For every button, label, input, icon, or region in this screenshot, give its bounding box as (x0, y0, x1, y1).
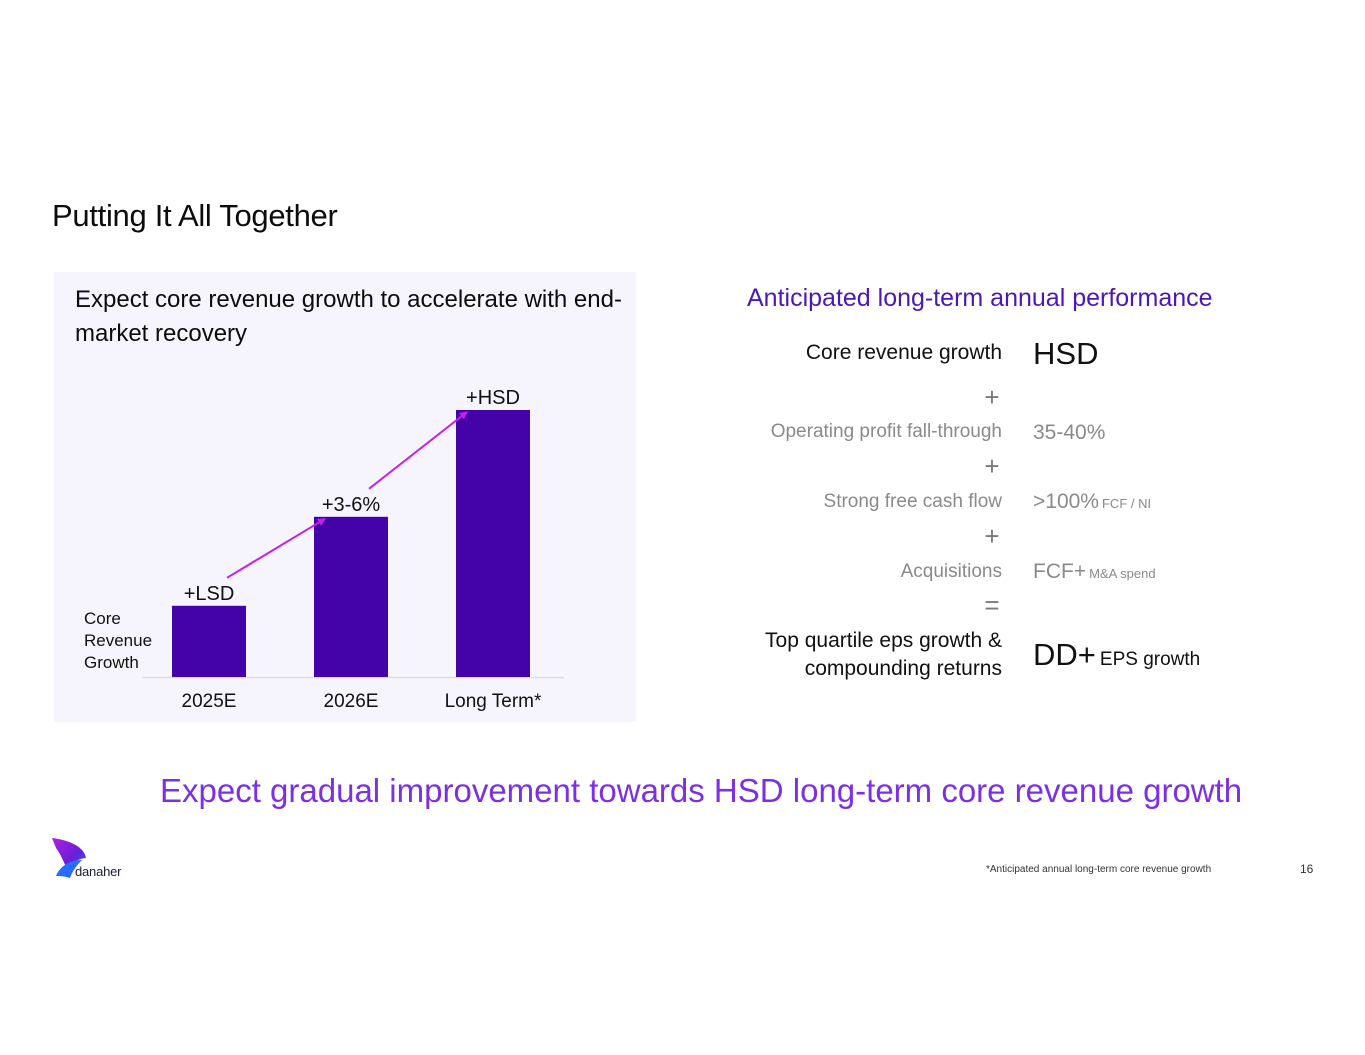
bar-data-label-3: +HSD (466, 387, 520, 409)
y-axis-label-line-2: Revenue (84, 631, 152, 650)
category-label-1: 2025E (182, 691, 237, 712)
bar-data-label-2: +3-6% (322, 494, 381, 516)
metric-label-operating-profit: Operating profit fall-through (770, 421, 1002, 442)
page-number: 16 (1300, 862, 1314, 876)
bar-2 (314, 516, 388, 677)
fcf-sub: FCF / NI (1101, 496, 1152, 511)
chart-panel: +LSD 2025E +3-6% 2026E +HSD Long Term* Core Rev… (54, 272, 636, 722)
metric-label-eps: Top quartile eps growth & compounding re… (765, 627, 1002, 683)
footnote: *Anticipated annual long-term core reven… (986, 864, 1212, 875)
category-label-3: Long Term* (445, 691, 542, 712)
metric-value-free-cash-flow: >100% FCF / NI (1033, 490, 1151, 514)
bar-1 (172, 605, 246, 677)
metric-label-core-revenue: Core revenue growth (805, 341, 1002, 364)
growth-arrow-2 (368, 411, 468, 490)
acq-value: FCF+ (1033, 560, 1087, 583)
eps-sub: EPS growth (1099, 649, 1201, 670)
metric-label-acquisitions: Acquisitions (900, 561, 1002, 582)
eps-value: DD+ (1033, 637, 1096, 672)
growth-arrow-1 (226, 517, 326, 579)
bar-data-label-1: +LSD (184, 583, 235, 605)
category-label-2: 2026E (324, 691, 379, 712)
plus-operator-2: + (984, 451, 1000, 481)
metric-value-eps: DD+ EPS growth (1033, 637, 1200, 673)
plus-operator-3: + (984, 521, 1000, 551)
plus-operator-1: + (984, 382, 1000, 412)
fcf-value: >100% (1033, 490, 1099, 513)
bar-3 (456, 410, 530, 677)
metric-label-free-cash-flow: Strong free cash flow (823, 491, 1002, 512)
metric-label-eps-line2: compounding returns (804, 657, 1002, 680)
metric-value-core-revenue: HSD (1033, 336, 1099, 371)
performance-title: Anticipated long-term annual performance (747, 284, 1213, 312)
danaher-logo-icon (52, 838, 86, 878)
metric-value-operating-profit: 35-40% (1033, 421, 1106, 444)
core-revenue-chart: +LSD 2025E +3-6% 2026E +HSD Long Term* Core Rev… (84, 387, 564, 712)
tagline: Expect gradual improvement towards HSD l… (160, 772, 1243, 809)
page-title: Putting It All Together (52, 198, 338, 233)
panel-heading: Expect core revenue growth to accelerate… (75, 286, 622, 347)
metric-label-eps-line1: Top quartile eps growth & (765, 629, 1002, 652)
brand-name: danaher (75, 864, 122, 879)
acq-sub: M&A spend (1089, 566, 1156, 581)
equals-operator: = (984, 590, 1000, 620)
y-axis-label-line-1: Core (84, 609, 121, 628)
y-axis-label-line-3: Growth (84, 653, 139, 672)
metric-value-acquisitions: FCF+ M&A spend (1033, 560, 1156, 584)
